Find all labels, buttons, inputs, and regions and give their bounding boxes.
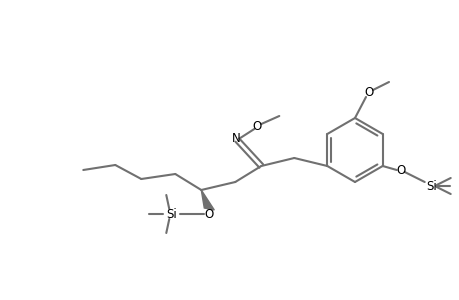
Text: O: O <box>252 119 261 133</box>
Text: O: O <box>204 208 213 220</box>
Text: Si: Si <box>166 208 176 220</box>
Text: O: O <box>364 85 373 98</box>
Text: Si: Si <box>425 179 436 193</box>
Text: N: N <box>231 133 240 146</box>
Text: O: O <box>395 164 404 176</box>
Polygon shape <box>201 190 214 210</box>
